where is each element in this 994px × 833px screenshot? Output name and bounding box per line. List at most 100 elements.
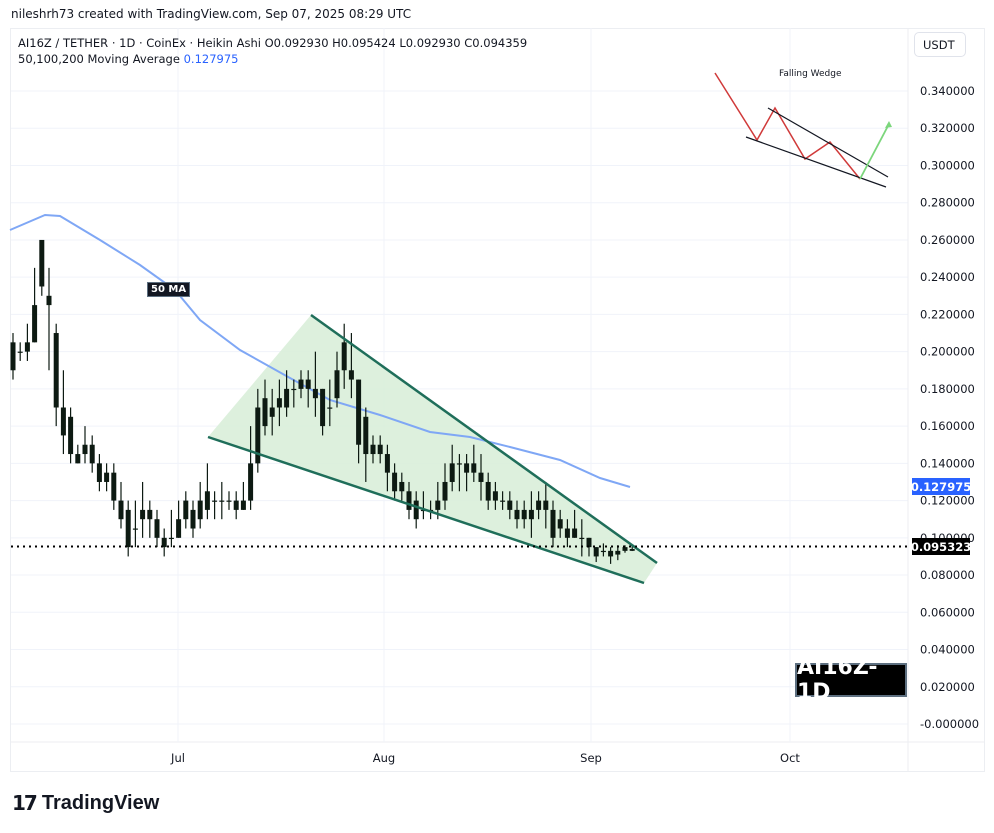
candle: [219, 481, 225, 520]
price-axis-label: 0.180000: [920, 382, 975, 396]
candle: [168, 509, 174, 548]
candle: [60, 370, 66, 455]
tradingview-brand[interactable]: 17 TradingView: [12, 791, 159, 815]
candle: [312, 351, 318, 417]
candle: [104, 463, 110, 492]
candle: [629, 546, 635, 552]
candle: [384, 444, 390, 492]
candle: [305, 370, 311, 408]
time-axis-label: Jul: [170, 751, 185, 765]
candle: [608, 547, 614, 564]
wedge-upper-trendline[interactable]: [310, 313, 658, 565]
candle: [600, 543, 606, 557]
price-axis-label: 0.300000: [920, 158, 975, 172]
symbol-ohlc-line: AI16Z / TETHER · 1D · CoinEx · Heikin As…: [18, 36, 528, 50]
candle: [46, 267, 52, 371]
price-axis-label: 0.220000: [920, 307, 975, 321]
chart-credit: nileshrh73 created with TradingView.com,…: [11, 7, 412, 21]
candle: [536, 491, 542, 520]
candle: [579, 519, 585, 557]
price-axis-label: 0.240000: [920, 270, 975, 284]
ma-name: 50,100,200 Moving Average: [18, 52, 180, 66]
candle: [341, 323, 347, 389]
candle: [89, 435, 95, 473]
candle: [17, 342, 23, 361]
falling-wedge-inset-diagram: [714, 72, 892, 188]
price-axis-label: 0.080000: [920, 568, 975, 582]
price-axis-label: 0.120000: [920, 494, 975, 508]
candle: [442, 463, 448, 510]
candle: [399, 472, 405, 501]
candle: [471, 444, 477, 482]
candle: [543, 481, 549, 529]
candle: [147, 500, 153, 538]
candle: [564, 519, 570, 548]
candle: [485, 472, 491, 510]
price-axis-label: 0.340000: [920, 84, 975, 98]
candle: [24, 323, 30, 361]
ma-price-tag: 0.127975: [910, 478, 972, 495]
candle: [262, 379, 268, 436]
falling-wedge-inset-title: Falling Wedge: [779, 69, 842, 79]
candle: [500, 491, 506, 510]
tradingview-wordmark: TradingView: [41, 791, 160, 814]
candle: [478, 454, 484, 501]
candle: [132, 500, 138, 548]
candle: [363, 407, 369, 482]
price-axis-label: 0.020000: [920, 680, 975, 694]
candle: [492, 481, 498, 510]
candle: [327, 379, 333, 427]
price-axis-label: 0.200000: [920, 345, 975, 359]
ma50-line: [9, 213, 631, 488]
candle: [406, 481, 412, 520]
candle: [269, 388, 275, 436]
candle: [183, 491, 189, 529]
chart-frame[interactable]: [10, 28, 985, 772]
symbol-watermark-badge: AI16Z-1D: [795, 655, 907, 705]
candle: [456, 454, 462, 492]
time-axis-label: Sep: [580, 751, 602, 765]
price-axis-label: 0.160000: [920, 419, 975, 433]
candle: [377, 435, 383, 464]
candle: [572, 509, 578, 538]
candle: [370, 435, 376, 464]
candle: [413, 491, 419, 529]
candle: [593, 547, 599, 563]
price-axis-label: 0.060000: [920, 605, 975, 619]
time-axis-label: Oct: [780, 751, 800, 765]
price-axis-label: -0.000000: [920, 717, 979, 731]
chart-legend: AI16Z / TETHER · 1D · CoinEx · Heikin As…: [18, 35, 527, 67]
candle: [197, 481, 203, 529]
candle: [176, 500, 182, 538]
candle: [32, 267, 38, 343]
candle: [255, 388, 261, 473]
candle: [514, 500, 520, 529]
candle: [420, 491, 426, 520]
candle: [464, 454, 470, 492]
candle: [111, 463, 117, 510]
candle: [392, 463, 398, 501]
candle: [10, 333, 16, 380]
candle: [356, 379, 362, 464]
candle: [39, 239, 45, 296]
candle: [248, 426, 254, 510]
price-axis-label: 0.280000: [920, 196, 975, 210]
time-axis-label: Aug: [373, 751, 395, 765]
candle: [75, 444, 81, 464]
candle: [118, 481, 124, 529]
candle: [298, 370, 304, 399]
candle: [190, 500, 196, 538]
currency-unit-button[interactable]: USDT: [914, 32, 966, 57]
candle: [615, 545, 621, 561]
candle: [154, 509, 160, 548]
candle: [204, 463, 210, 520]
falling-wedge-fill: [208, 315, 657, 583]
price-axis-label: 0.260000: [920, 233, 975, 247]
candle: [291, 379, 297, 408]
candle: [550, 500, 556, 548]
candle: [226, 491, 232, 510]
candle: [449, 444, 455, 492]
tradingview-logo-icon: 17: [12, 791, 38, 815]
wedge-lower-trendline[interactable]: [207, 435, 645, 585]
